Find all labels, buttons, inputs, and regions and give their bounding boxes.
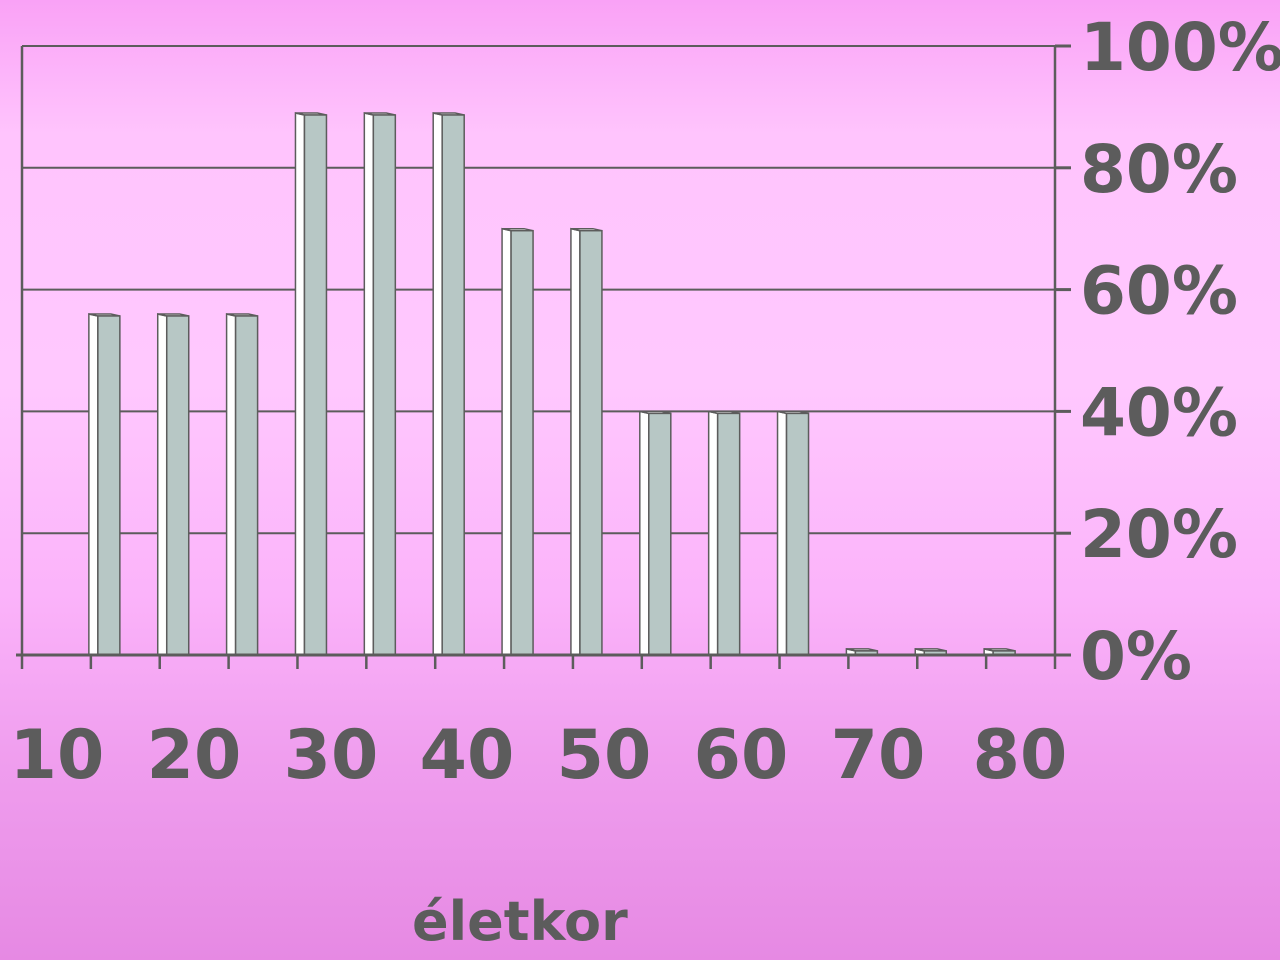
bar-front <box>785 412 810 656</box>
bar <box>432 112 465 656</box>
x-tick-label: 60 <box>694 716 789 795</box>
x-tick-label: 40 <box>420 716 515 795</box>
y-tick-label: 0% <box>1080 618 1192 695</box>
bar-front <box>234 315 259 656</box>
bar-side <box>501 227 512 656</box>
x-axis-title: életkor <box>412 890 628 953</box>
bar-front <box>579 229 603 656</box>
bar-front <box>510 229 534 656</box>
bar-side <box>225 313 237 656</box>
bars <box>88 112 1016 656</box>
bar-front <box>165 315 190 656</box>
bar-side <box>776 410 788 656</box>
bar-side <box>294 112 306 656</box>
x-tick-label: 80 <box>973 716 1068 795</box>
bar <box>156 313 190 656</box>
bar-side <box>570 227 581 656</box>
bar-side <box>363 112 375 656</box>
x-tick-label: 50 <box>557 716 652 795</box>
bar-side <box>707 410 719 656</box>
bar <box>570 227 603 656</box>
bar <box>776 410 810 656</box>
y-tick-label: 60% <box>1080 253 1238 330</box>
y-tick-label: 100% <box>1080 9 1280 86</box>
y-tick-label: 20% <box>1080 496 1238 573</box>
bar <box>88 313 121 656</box>
bar-side <box>639 410 650 656</box>
bar <box>501 227 534 656</box>
bar-front <box>303 114 328 656</box>
bar <box>845 647 879 656</box>
x-tick-labels: 10 20 30 40 50 60 70 80 <box>10 716 1068 795</box>
y-tick-label: 40% <box>1080 374 1238 451</box>
y-tick-labels: 0% 20% 40% 60% 80% 100% <box>1055 9 1280 695</box>
x-tick-label: 70 <box>831 716 926 795</box>
bar-side <box>88 313 99 656</box>
bar-front <box>716 412 741 656</box>
bar-front <box>372 114 397 656</box>
bar-side <box>156 313 168 656</box>
bar-side <box>432 112 443 656</box>
bar-front <box>648 412 672 656</box>
axes <box>16 46 1071 669</box>
y-tick-label: 80% <box>1080 131 1238 208</box>
bar <box>363 112 397 656</box>
x-tick-label: 20 <box>147 716 242 795</box>
bar <box>225 313 259 656</box>
bar-front <box>97 315 121 656</box>
bar <box>707 410 741 656</box>
x-tick-label: 10 <box>10 716 105 795</box>
bar <box>639 410 672 656</box>
bar <box>294 112 328 656</box>
x-tick-label: 30 <box>284 716 379 795</box>
bar-front <box>441 114 465 656</box>
